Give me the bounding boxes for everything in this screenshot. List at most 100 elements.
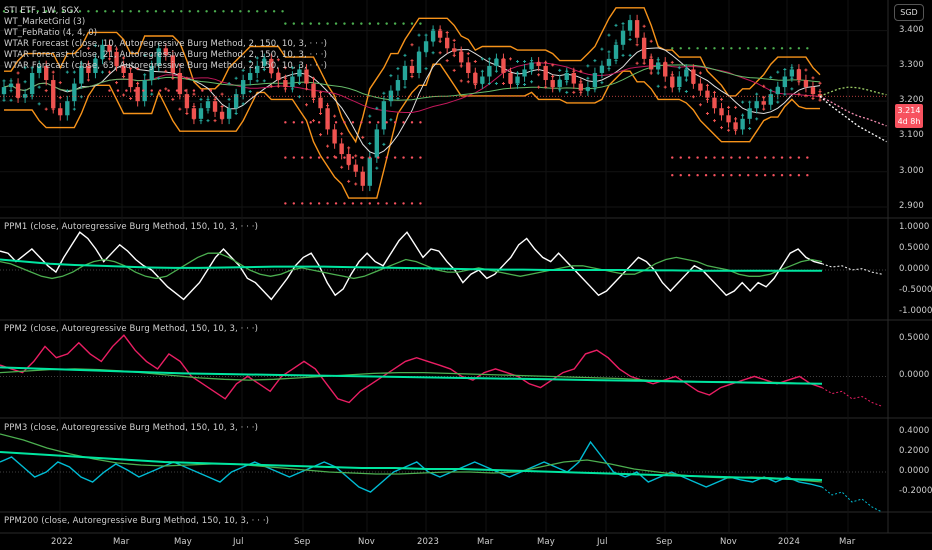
grid-level-dot (789, 47, 792, 50)
grid-level-dot (410, 156, 414, 159)
grid-marker (748, 127, 752, 131)
candle-body (726, 115, 731, 123)
candle-body (473, 72, 478, 84)
grid-level-dot (789, 156, 792, 159)
grid-level-dot (747, 47, 750, 50)
grid-marker (656, 84, 660, 88)
grid-level-dot (120, 10, 124, 13)
grid-marker (72, 107, 76, 111)
grid-marker (44, 89, 48, 93)
grid-marker (136, 67, 140, 71)
candle-body (205, 101, 211, 109)
currency-button[interactable]: SGD (894, 4, 924, 21)
grid-level-dot (19, 10, 23, 13)
grid-marker (171, 97, 175, 101)
pane-title: PPM2 (close, Autoregressive Burg Method,… (4, 324, 259, 334)
grid-level-dot (402, 121, 405, 124)
candle-body (86, 65, 91, 73)
grid-level-dot (351, 22, 355, 25)
candle-body (487, 65, 492, 77)
grid-level-dot (70, 10, 73, 13)
grid-marker (579, 69, 583, 73)
candle-body (712, 97, 717, 109)
grid-level-dot (334, 121, 338, 124)
candle-body (402, 65, 408, 81)
candle-body (423, 41, 429, 52)
grid-level-dot (763, 156, 767, 159)
grid-level-dot (167, 89, 170, 92)
grid-marker (677, 66, 681, 70)
grid-level-dot (696, 47, 699, 50)
grid-level-dot (264, 10, 267, 13)
grid-marker (727, 105, 731, 109)
grid-level-dot (687, 174, 691, 177)
candle-body (768, 94, 773, 105)
candle-body (304, 69, 309, 84)
grid-level-dot (334, 202, 338, 205)
grid-level-dot (309, 202, 312, 205)
grid-marker (649, 39, 653, 43)
candle-body (374, 129, 380, 158)
grid-level-dot (351, 121, 355, 124)
grid-marker (375, 106, 379, 110)
grid-marker (558, 68, 562, 72)
candle-body (466, 62, 471, 73)
grid-level-dot (104, 10, 107, 13)
grid-level-dot (171, 10, 175, 13)
grid-level-dot (738, 174, 742, 177)
grid-marker (790, 87, 794, 91)
grid-marker (23, 66, 27, 70)
grid-marker (642, 24, 646, 28)
time-axis-tick: Jul (233, 537, 244, 547)
oscillator-forecast (821, 387, 883, 407)
candle-body (297, 69, 302, 77)
grid-marker (37, 85, 41, 89)
time-axis-tick: Nov (720, 537, 737, 547)
grid-marker (389, 74, 393, 78)
grid-level-dot (730, 174, 733, 177)
grid-marker (508, 57, 512, 61)
grid-level-dot (402, 22, 405, 25)
grid-marker (797, 92, 801, 96)
grid-level-dot (317, 121, 321, 124)
candle-body (641, 37, 647, 59)
grid-marker (776, 100, 780, 104)
grid-level-dot (334, 22, 338, 25)
candle-body (114, 51, 119, 66)
candle-body (494, 58, 499, 66)
candle-body (276, 72, 281, 81)
candle-body (290, 76, 295, 88)
grid-level-dot (247, 10, 250, 13)
grid-marker (199, 97, 203, 101)
grid-level-dot (11, 10, 14, 13)
grid-level-dot (687, 156, 691, 159)
grid-level-dot (747, 174, 750, 177)
grid-level-dot (368, 156, 371, 159)
grid-level-dot (317, 202, 321, 205)
grid-level-dot (343, 156, 346, 159)
grid-marker (347, 179, 351, 183)
grid-marker (79, 95, 83, 99)
grid-level-dot (196, 10, 200, 13)
grid-marker (143, 53, 147, 57)
grid-marker (248, 89, 252, 93)
candle-body (240, 80, 246, 95)
grid-marker (255, 79, 259, 83)
candle-body (248, 72, 253, 81)
grid-level-dot (256, 10, 259, 13)
grid-level-dot (301, 202, 304, 205)
grid-marker (452, 68, 456, 72)
grid-level-dot (377, 156, 380, 159)
pane-title: PPM200 (close, Autoregressive Burg Metho… (4, 516, 270, 526)
grid-marker (417, 33, 421, 37)
grid-level-dot (393, 202, 397, 205)
grid-level-dot (146, 10, 149, 13)
grid-marker (734, 105, 738, 109)
grid-level-dot (772, 174, 775, 177)
grid-level-dot (780, 174, 784, 177)
grid-level-dot (393, 156, 397, 159)
grid-marker (698, 71, 702, 75)
oscillator-axis-tick: -0.2000 (899, 486, 932, 496)
grid-marker (396, 97, 400, 101)
candle-body (578, 83, 584, 91)
